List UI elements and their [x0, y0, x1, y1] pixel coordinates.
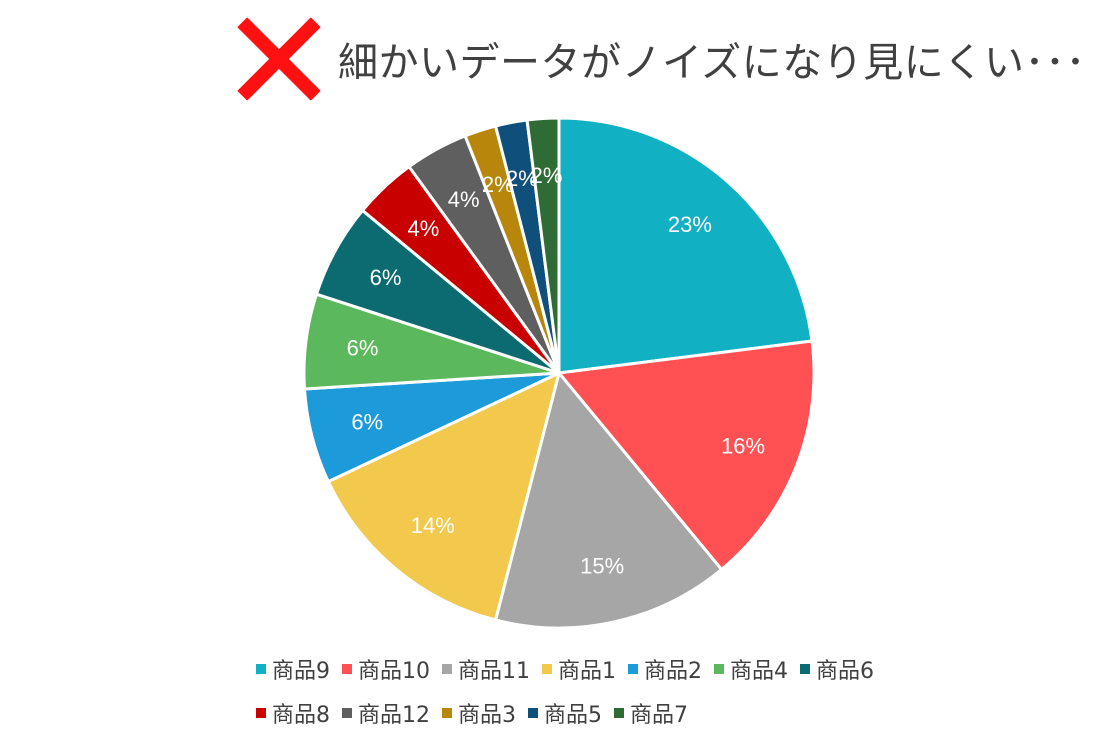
pie-slice-2	[557, 339, 816, 571]
legend-swatch	[256, 708, 266, 718]
legend-label: 商品1	[558, 659, 616, 684]
legend-swatch	[528, 708, 538, 718]
legend-swatch	[614, 708, 624, 718]
slice-label-4: 14%	[411, 513, 455, 538]
legend-item: 商品4	[714, 652, 788, 686]
slice-label-8: 4%	[408, 216, 440, 241]
legend-swatch	[342, 708, 352, 718]
legend-swatch	[442, 664, 452, 674]
legend-swatch	[714, 664, 724, 674]
legend-item: 商品12	[342, 696, 430, 730]
legend-label: 商品8	[272, 703, 330, 728]
slice-label-2: 16%	[721, 433, 765, 458]
legend-label: 商品2	[644, 659, 702, 684]
legend-swatch	[800, 664, 810, 674]
slice-label-3: 15%	[580, 554, 624, 579]
legend-swatch	[342, 664, 352, 674]
header-text: 細かいデータがノイズになり見にくい･･･	[338, 40, 1086, 86]
pie-slice-1	[557, 116, 814, 375]
legend-item: 商品5	[528, 696, 602, 730]
legend-label: 商品4	[730, 659, 788, 684]
legend-swatch	[256, 664, 266, 674]
legend-item: 商品1	[542, 652, 616, 686]
legend-swatch	[542, 664, 552, 674]
legend-label: 商品10	[358, 659, 430, 684]
pie-slice-4	[326, 371, 561, 622]
legend-item: 商品7	[614, 696, 688, 730]
legend-label: 商品12	[358, 703, 430, 728]
pie-slice-12	[525, 116, 561, 375]
legend-item: 商品6	[800, 652, 874, 686]
legend-item: 商品2	[628, 652, 702, 686]
legend-swatch	[442, 708, 452, 718]
legend-item: 商品3	[442, 696, 516, 730]
legend-label: 商品9	[272, 659, 330, 684]
slice-label-5: 6%	[351, 410, 383, 435]
legend-label: 商品5	[544, 703, 602, 728]
legend-item: 商品9	[256, 652, 330, 686]
pie-slice-3	[494, 371, 724, 630]
slice-label-12: 2%	[531, 163, 563, 188]
legend-item: 商品8	[256, 696, 330, 730]
pie-labels: 23%16%15%14%6%6%6%4%4%2%2%2%	[347, 163, 765, 579]
legend-swatch	[628, 664, 638, 674]
slice-label-7: 6%	[370, 265, 402, 290]
legend-item: 商品11	[442, 652, 530, 686]
slice-label-1: 23%	[668, 212, 712, 237]
chart-legend: 商品9 商品10 商品11 商品1 商品2 商品4 商品6 商品8 商品12 商品3 商品5 商品7	[256, 652, 896, 730]
legend-label: 商品7	[630, 703, 688, 728]
slice-label-9: 4%	[448, 187, 480, 212]
legend-label: 商品3	[458, 703, 516, 728]
pie-slices	[302, 116, 816, 630]
slice-label-11: 2%	[506, 166, 538, 191]
legend-item: 商品10	[342, 652, 430, 686]
slice-label-10: 2%	[482, 172, 514, 197]
chart-header: 細かいデータがノイズになり見にくい･･･	[232, 14, 1086, 104]
legend-label: 商品6	[816, 659, 874, 684]
legend-label: 商品11	[458, 659, 530, 684]
slice-label-6: 6%	[347, 336, 379, 361]
